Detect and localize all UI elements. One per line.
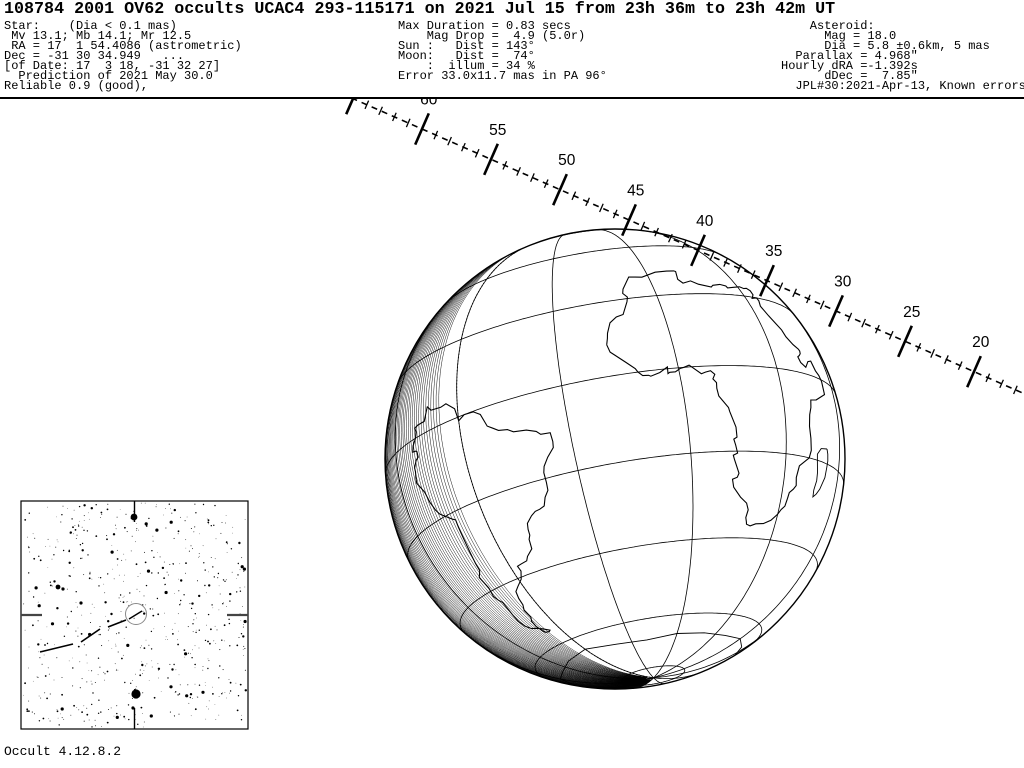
svg-text:55: 55 (489, 122, 506, 139)
svg-text:40: 40 (696, 213, 714, 230)
svg-text:20: 20 (972, 334, 990, 351)
svg-text:35: 35 (765, 243, 782, 260)
svg-text:45: 45 (627, 182, 644, 199)
svg-text:50: 50 (558, 152, 576, 169)
svg-text:30: 30 (834, 273, 852, 290)
svg-text:25: 25 (903, 304, 920, 321)
svg-text:60: 60 (420, 91, 438, 108)
